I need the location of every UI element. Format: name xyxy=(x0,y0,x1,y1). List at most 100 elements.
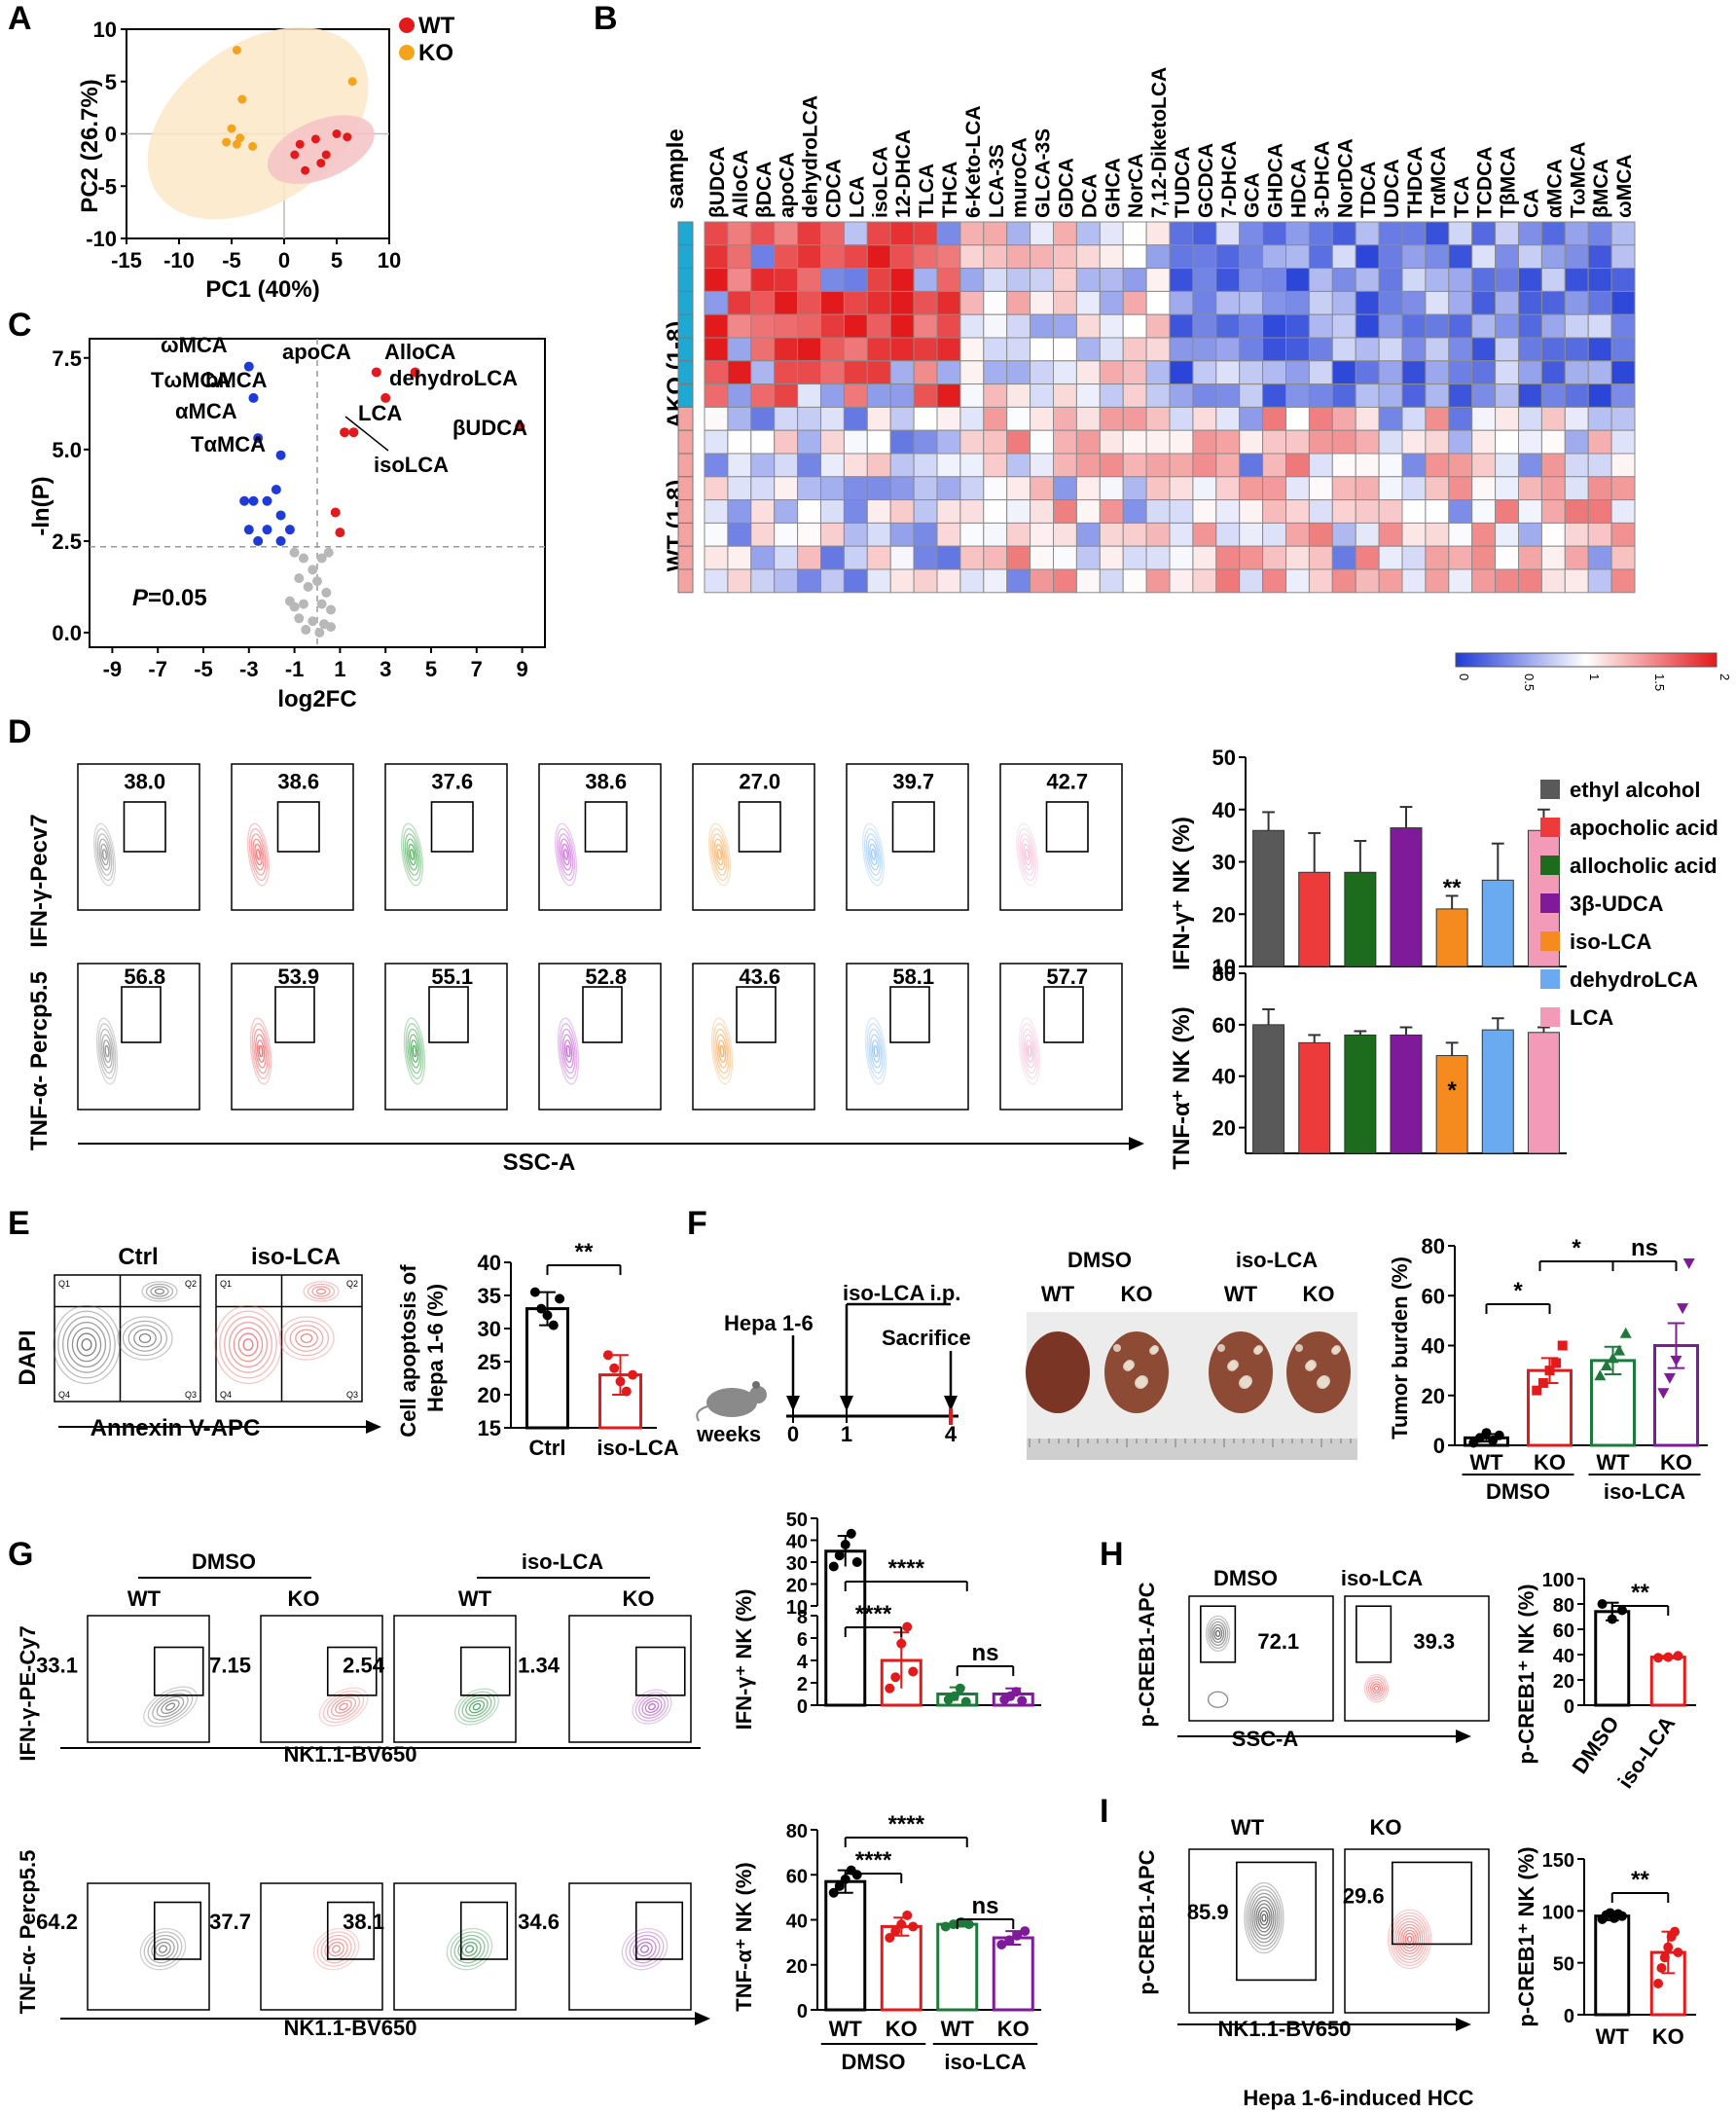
heatmap-cell xyxy=(1285,429,1310,455)
flow-contour xyxy=(1019,833,1035,876)
down-point xyxy=(243,525,254,535)
heatmap-cell xyxy=(750,522,776,547)
data-point xyxy=(908,1666,919,1677)
legend-label: 3β-UDCA xyxy=(1570,892,1664,916)
heatmap-column-label: apoCA xyxy=(777,152,799,218)
tumor-nodule xyxy=(1123,1362,1133,1371)
legend-label: dehydroLCA xyxy=(1570,967,1698,992)
heatmap-cell xyxy=(889,313,915,339)
heatmap-cell xyxy=(1355,383,1380,408)
heatmap-cell xyxy=(1540,290,1566,315)
heatmap-cell xyxy=(1006,244,1031,270)
heatmap-cell xyxy=(774,545,799,570)
heatmap-cell xyxy=(1239,290,1264,315)
heatmap-cell xyxy=(1401,568,1427,594)
data-point xyxy=(1657,1388,1670,1400)
flow-gate-value: 38.0 xyxy=(124,770,165,794)
heatmap-cell xyxy=(820,453,845,478)
sig-bracket-label: ns xyxy=(971,1640,998,1666)
sample-color-cell xyxy=(677,522,694,547)
ns-point xyxy=(289,547,300,558)
bar-y-label-ifng: IFN-γ⁺ NK (%) xyxy=(1169,817,1195,970)
flow-contour xyxy=(1022,1028,1037,1075)
heatmap-cell xyxy=(936,406,961,431)
flow-contour xyxy=(1373,1685,1380,1692)
heatmap-cell xyxy=(1030,313,1054,339)
heatmap-cell xyxy=(1006,545,1031,570)
ns-point xyxy=(326,622,337,633)
flow-plot-frame xyxy=(846,763,969,911)
heatmap-cell xyxy=(1471,360,1497,385)
flow-plot-frame xyxy=(87,1882,210,2011)
color-scale-tick: 1 xyxy=(1587,674,1602,680)
x-tick-label: -9 xyxy=(103,657,123,681)
flow-plot-frame xyxy=(260,1615,383,1743)
heatmap-cell xyxy=(1285,313,1310,339)
heatmap-cell xyxy=(1587,499,1612,524)
sample-color-cell xyxy=(677,406,694,431)
flow-contour xyxy=(561,1028,576,1075)
heatmap-cell xyxy=(1215,244,1241,270)
heatmap-cell xyxy=(1122,476,1147,501)
heatmap-cell xyxy=(1610,313,1636,339)
significance-label: * xyxy=(1447,1077,1457,1104)
heatmap-cell xyxy=(1239,244,1264,270)
heatmap-cell xyxy=(1518,568,1542,594)
point-label: ωMCA xyxy=(161,333,228,357)
heatmap-cell xyxy=(1378,476,1403,501)
heatmap-cell xyxy=(1518,406,1542,431)
heatmap-cell xyxy=(913,568,938,594)
flow-contour xyxy=(219,1310,277,1379)
flow-gate-value: 42.7 xyxy=(1046,770,1088,794)
heatmap-cell xyxy=(889,383,915,408)
flow-contour xyxy=(406,838,418,871)
heatmap-cell xyxy=(1262,360,1286,385)
heatmap-cell xyxy=(820,522,845,547)
flow-plot-frame xyxy=(1188,1595,1334,1722)
heatmap-column-label: GCDCA xyxy=(1195,143,1217,218)
data-point xyxy=(1653,1979,1664,1988)
heatmap-cell xyxy=(1540,360,1566,385)
heatmap-cell xyxy=(959,337,985,362)
heatmap-cell xyxy=(866,406,891,431)
flow-contour xyxy=(865,833,882,876)
bar-y-label: Tumor burden (%) xyxy=(1388,1257,1412,1439)
heatmap-cell xyxy=(1378,522,1403,547)
photo-group-iso: iso-LCA xyxy=(1236,1248,1318,1272)
heatmap-cell xyxy=(1099,568,1124,594)
heatmap-cell xyxy=(1099,268,1124,292)
heatmap-cell xyxy=(1495,406,1519,431)
heatmap-cell xyxy=(1192,522,1217,547)
flow-contour xyxy=(465,1945,474,1953)
heatmap-cell xyxy=(1495,313,1519,339)
y-tick-label: 50 xyxy=(1212,746,1236,770)
heatmap-cell xyxy=(1448,406,1473,431)
heatmap-cell xyxy=(1215,221,1241,246)
data-point xyxy=(1682,1257,1695,1269)
arrow-head xyxy=(786,1396,800,1411)
flow-gate xyxy=(123,801,166,853)
sample-color-cell xyxy=(677,383,694,408)
down-point xyxy=(262,495,272,506)
heatmap-cell xyxy=(1448,568,1473,594)
heatmap-cell xyxy=(1425,499,1450,524)
heatmap-cell xyxy=(1239,499,1264,524)
data-point xyxy=(536,1303,547,1314)
ns-point xyxy=(321,587,332,598)
heatmap-cell xyxy=(1192,453,1217,478)
flow-contour xyxy=(251,1023,271,1079)
data-point-ko xyxy=(347,77,357,87)
heatmap-cell xyxy=(1471,337,1497,362)
ns-point xyxy=(298,599,308,609)
heatmap-cell xyxy=(1099,360,1124,385)
data-point xyxy=(1494,1430,1504,1440)
heatmap-cell xyxy=(1262,453,1286,478)
sig-bracket-label: ns xyxy=(971,1893,998,1919)
heatmap-cell xyxy=(1331,545,1356,570)
legend-label: allocholic acid xyxy=(1570,854,1718,878)
bar-y-label-line2: Hepa 1-6 (%) xyxy=(423,1284,448,1412)
heatmap-column-label: 7,12-DiketoLCA xyxy=(1148,67,1171,218)
heatmap-cell xyxy=(1425,268,1450,292)
heatmap-cell xyxy=(936,476,961,501)
heatmap-cell xyxy=(1239,360,1264,385)
